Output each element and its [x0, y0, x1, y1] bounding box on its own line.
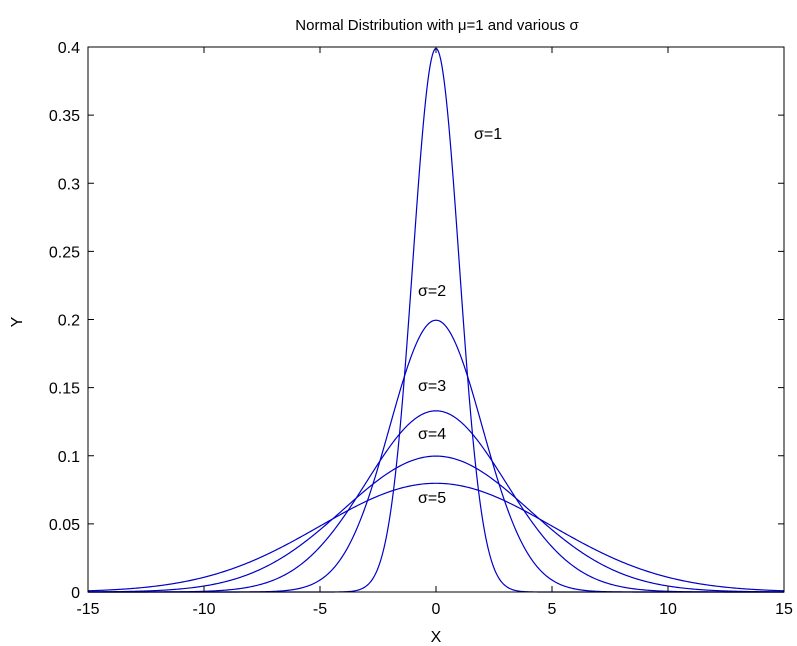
x-tick-label: 0	[432, 601, 441, 618]
y-tick-label: 0.1	[58, 449, 80, 466]
x-axis: -15 -10 -5 0 5 10 15	[76, 47, 793, 618]
y-tick-label: 0.3	[58, 176, 80, 193]
x-tick-label: -10	[192, 601, 215, 618]
y-tick-label: 0.15	[49, 381, 80, 398]
y-tick-label: 0.35	[49, 108, 80, 125]
annotation-sigma-3: σ=3	[418, 378, 446, 395]
y-tick-label: 0.25	[49, 244, 80, 261]
x-tick-label: 10	[659, 601, 677, 618]
x-tick-label: -5	[313, 601, 327, 618]
annotation-sigma-4: σ=4	[418, 426, 446, 443]
annotation-sigma-2: σ=2	[418, 283, 446, 300]
chart-title: Normal Distribution with μ=1 and various…	[295, 17, 579, 34]
series-line-sigma-5	[87, 482, 785, 592]
x-tick-label: 5	[548, 601, 557, 618]
y-axis-label: Y	[9, 316, 26, 327]
x-tick-label: -15	[76, 601, 99, 618]
x-tick-label: 15	[775, 601, 793, 618]
x-axis-label: X	[431, 629, 442, 646]
y-tick-label: 0.05	[49, 517, 80, 534]
annotations: σ=1 σ=2 σ=3 σ=4 σ=5	[418, 126, 502, 507]
y-tick-label: 0.4	[58, 40, 80, 57]
y-tick-label: 0	[71, 585, 80, 602]
y-tick-label: 0.2	[58, 313, 80, 330]
annotation-sigma-1: σ=1	[474, 126, 502, 143]
y-axis: 0 0.05 0.1 0.15 0.2 0.25 0.3 0.35 0.4	[49, 40, 784, 602]
annotation-sigma-5: σ=5	[418, 490, 446, 507]
